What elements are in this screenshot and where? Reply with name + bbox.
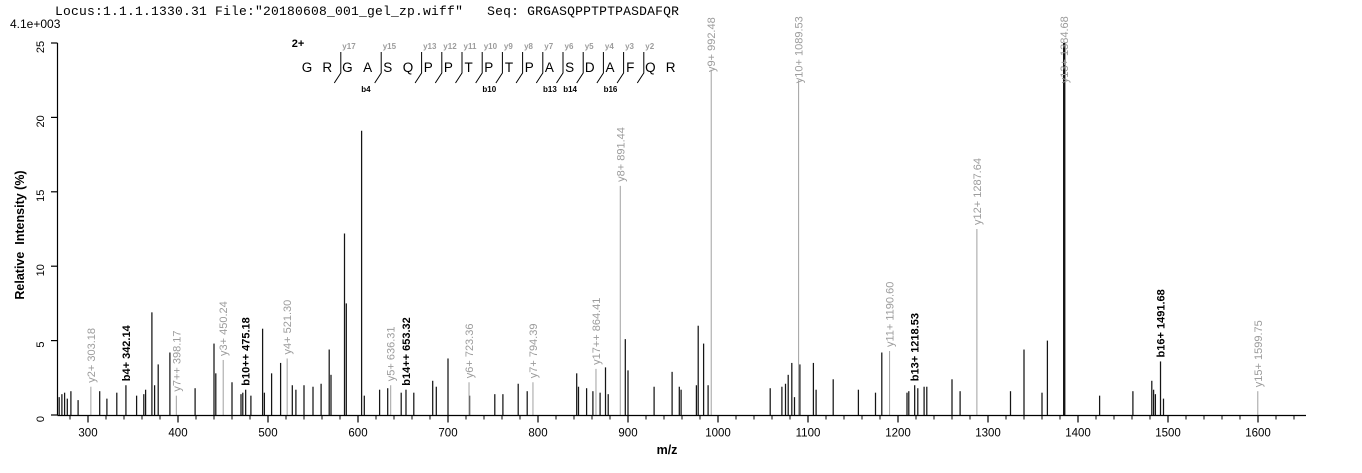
- y-ion-tag-y2: y2: [645, 42, 654, 51]
- peak-label-y12+: y12+ 1287.64: [972, 158, 984, 225]
- y-ion-tag-y15: y15: [383, 42, 397, 51]
- x-tick-label: 300: [78, 428, 97, 440]
- sequence-residue-6: Q: [403, 60, 414, 75]
- peak-label-y6+: y6+ 723.36: [464, 324, 476, 379]
- y-ion-tag-y6: y6: [565, 42, 574, 51]
- x-tick-label: 1600: [1245, 428, 1271, 440]
- max-intensity-label: 4.1e+003: [10, 17, 61, 31]
- x-tick-label: 1000: [705, 428, 731, 440]
- y-ion-tag-y3: y3: [625, 42, 634, 51]
- cleavage-tick: [374, 52, 382, 84]
- peak-label-b4+: b4+ 342.14: [121, 324, 133, 381]
- sequence-residue-16: A: [605, 60, 614, 75]
- sequence-residue-2: R: [322, 60, 332, 75]
- cleavage-tick: [455, 52, 463, 84]
- x-tick-label: 500: [258, 428, 277, 440]
- peak-label-y13+: y13+ 1384.68: [1059, 16, 1071, 83]
- peak-label-y3+: y3+ 450.24: [218, 301, 230, 356]
- peak-label-b13+: b13+ 1218.53: [910, 313, 922, 381]
- cleavage-tick: [616, 52, 625, 84]
- y-ion-tag-y4: y4: [605, 42, 614, 51]
- x-tick-label: 400: [168, 428, 187, 440]
- sequence-residue-19: R: [666, 60, 676, 75]
- peak-label-y8+: y8+ 891.44: [615, 127, 627, 182]
- x-tick-label: 1500: [1155, 428, 1181, 440]
- sequence-residue-9: T: [464, 60, 472, 75]
- peak-label-y15+: y15+ 1599.75: [1253, 320, 1265, 387]
- sequence-residue-18: Q: [645, 60, 656, 75]
- y-tick-label: 0: [35, 416, 47, 422]
- y-tick-label: 15: [35, 190, 47, 202]
- sequence-residue-15: D: [585, 60, 595, 75]
- peak-label-y9+: y9+ 992.48: [706, 17, 718, 72]
- y-ion-tag-y10: y10: [484, 42, 498, 51]
- cleavage-tick: [535, 52, 544, 84]
- b-ion-tag-b4: b4: [361, 85, 371, 94]
- sequence-residue-11: T: [505, 60, 513, 75]
- x-tick-label: 800: [528, 428, 547, 440]
- b-ion-tag-b10: b10: [482, 85, 496, 94]
- y-ion-tag-y11: y11: [464, 42, 477, 51]
- cleavage-tick: [596, 52, 604, 84]
- peak-label-b16+: b16+ 1491.68: [1156, 289, 1168, 357]
- spectrum-header-title: Locus:1.1.1.1330.31 File:"20180608_001_g…: [55, 4, 680, 19]
- x-tick-label: 900: [618, 428, 637, 440]
- sequence-residue-3: G: [342, 60, 353, 75]
- peak-label-y17++: y17++ 864.41: [591, 298, 603, 365]
- x-tick-label: 1200: [885, 428, 911, 440]
- peak-label-y2+: y2+ 303.18: [86, 328, 98, 383]
- b-ion-tag-b16: b16: [604, 85, 618, 94]
- sequence-residue-7: P: [424, 60, 433, 75]
- y-ion-tag-y12: y12: [443, 42, 457, 51]
- y-ion-tag-y5: y5: [585, 42, 594, 51]
- precursor-charge-label: 2+: [292, 38, 305, 50]
- peak-label-b10++: b10++ 475.18: [241, 317, 253, 386]
- sequence-residue-10: P: [484, 60, 493, 75]
- y-tick-label: 20: [35, 115, 47, 127]
- y-tick-label: 10: [35, 264, 47, 276]
- x-tick-label: 1100: [796, 428, 821, 440]
- cleavage-tick: [515, 52, 524, 84]
- peak-label-y4+: y4+ 521.30: [282, 300, 294, 355]
- cleavage-tick: [434, 52, 443, 84]
- peak-label-b14++: b14++ 653.32: [401, 317, 413, 386]
- b-ion-tag-b14: b14: [563, 85, 577, 94]
- x-tick-label: 700: [438, 428, 457, 440]
- x-tick-label: 1300: [975, 428, 1001, 440]
- sequence-residue-13: A: [545, 60, 554, 75]
- sequence-residue-8: P: [444, 60, 453, 75]
- x-tick-label: 600: [348, 428, 367, 440]
- cleavage-tick: [576, 52, 584, 84]
- x-axis-title: m/z: [656, 443, 678, 457]
- y-ion-tag-y13: y13: [423, 42, 437, 51]
- peak-label-y7+: y7+ 794.39: [528, 324, 540, 379]
- sequence-residue-5: S: [383, 60, 392, 75]
- x-tick-label: 1400: [1065, 428, 1091, 440]
- peak-label-y10+: y10+ 1089.53: [794, 16, 806, 83]
- y-ion-tag-y8: y8: [524, 42, 533, 51]
- peak-label-y5+: y5+ 636.31: [386, 326, 398, 381]
- sequence-residue-14: S: [565, 60, 574, 75]
- b-ion-tag-b13: b13: [543, 85, 557, 94]
- y-ion-tag-y7: y7: [544, 42, 553, 51]
- cleavage-tick: [475, 52, 483, 84]
- cleavage-tick: [495, 52, 503, 84]
- sequence-residue-12: P: [525, 60, 534, 75]
- sequence-residue-17: F: [626, 60, 634, 75]
- y-ion-tag-y9: y9: [504, 42, 513, 51]
- cleavage-tick: [556, 52, 564, 84]
- y-tick-label: 5: [35, 342, 47, 348]
- cleavage-tick: [636, 52, 645, 84]
- sequence-residue-1: G: [302, 60, 313, 75]
- sequence-residue-4: A: [363, 60, 372, 75]
- peak-label-y11+: y11+ 1190.60: [885, 282, 897, 347]
- cleavage-tick: [414, 52, 423, 84]
- cleavage-tick: [333, 52, 342, 84]
- y-tick-label: 25: [35, 41, 47, 53]
- y-ion-tag-y17: y17: [342, 42, 356, 51]
- peak-label-y7++: y7++ 398.17: [171, 330, 183, 391]
